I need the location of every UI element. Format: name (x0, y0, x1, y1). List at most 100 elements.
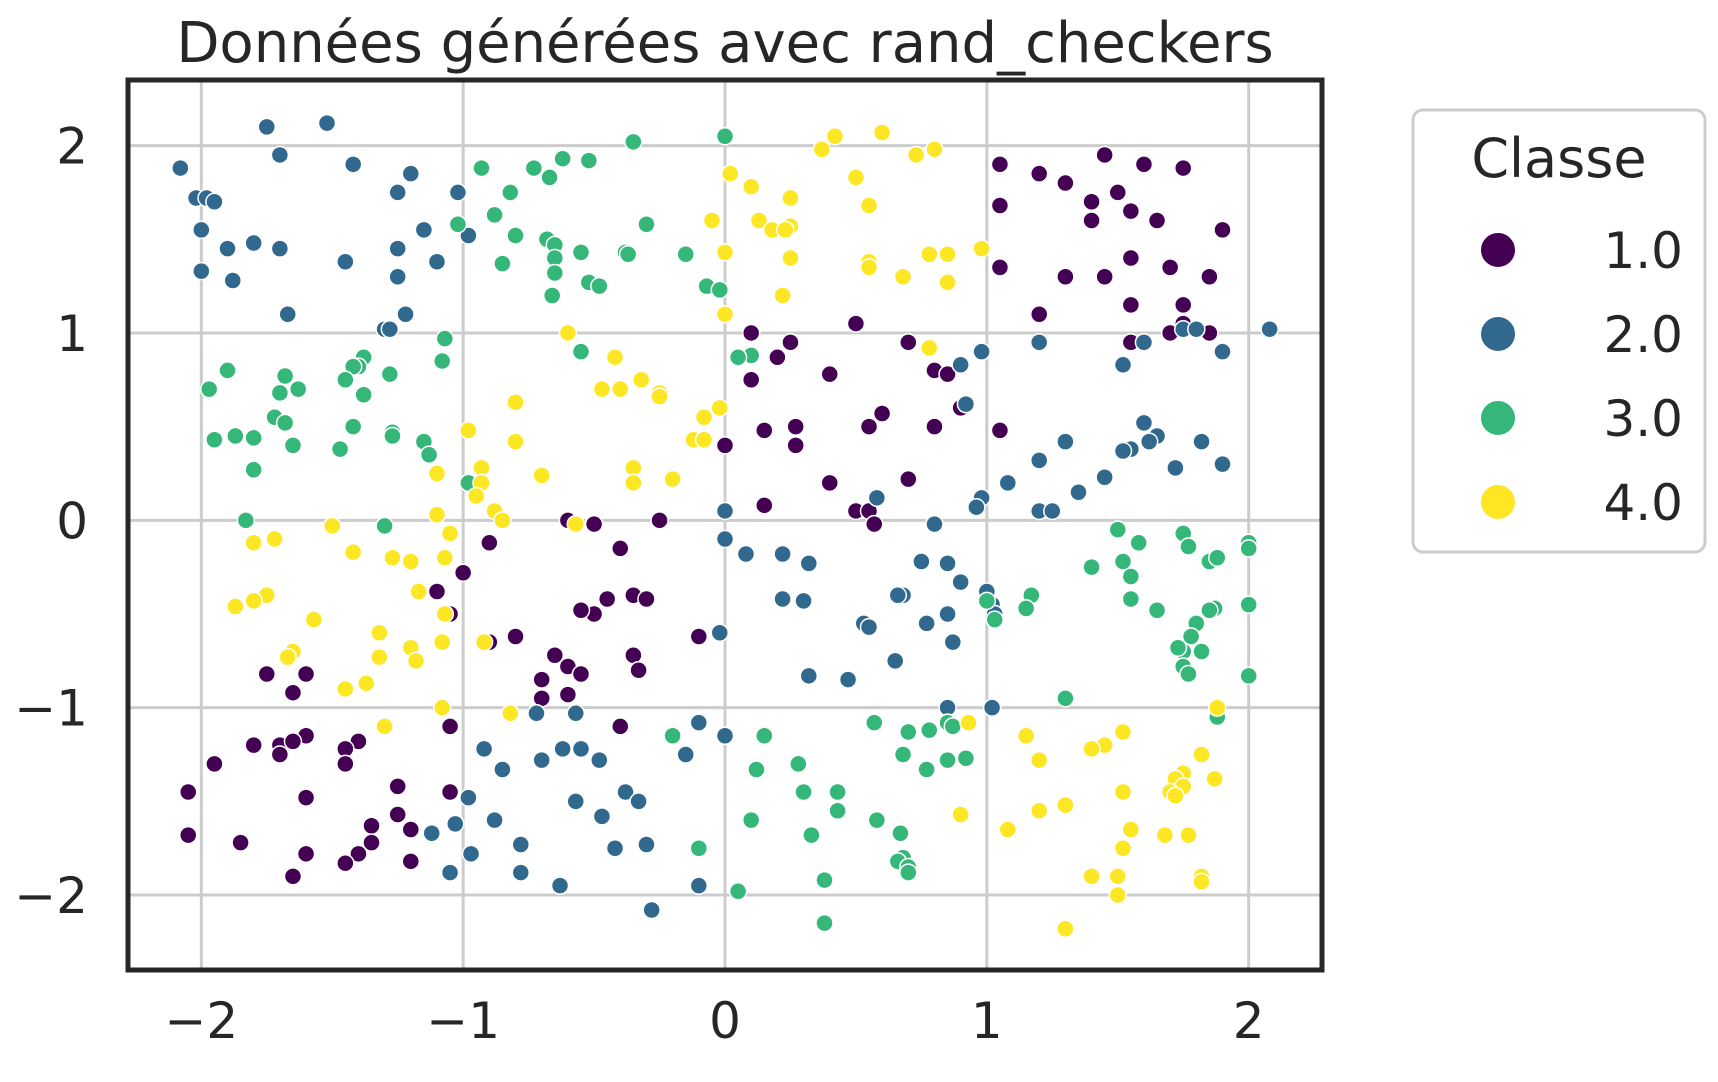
scatter-point (694, 430, 714, 449)
scatter-point (1113, 722, 1133, 742)
scatter-point (1029, 164, 1049, 183)
scatter-point (773, 286, 792, 305)
scatter-point (1121, 201, 1141, 221)
scatter-point (990, 155, 1010, 174)
scatter-point (506, 432, 525, 451)
scatter-point (1108, 885, 1128, 905)
scatter-point (1239, 666, 1258, 686)
scatter-point (566, 704, 585, 723)
scatter-point (1016, 599, 1036, 618)
scatter-point (938, 364, 957, 384)
scatter-point (1173, 158, 1193, 178)
scatter-point (846, 168, 866, 187)
scatter-point (236, 511, 256, 530)
scatter-point (689, 838, 709, 858)
scatter-point (859, 258, 879, 277)
scatter-point (275, 413, 295, 433)
scatter-point (1108, 867, 1128, 886)
scatter-point (532, 670, 551, 689)
scatter-point (1147, 601, 1167, 620)
scatter-point (1179, 664, 1198, 684)
scatter-point (938, 750, 957, 770)
scatter-point (448, 215, 468, 234)
scatter-point (571, 664, 591, 684)
scatter-point (938, 554, 957, 573)
scatter-point (270, 239, 290, 258)
scatter-point (545, 645, 565, 665)
plot-frame (125, 77, 1325, 973)
scatter-point (838, 670, 858, 689)
scatter-point (1205, 769, 1224, 789)
scatter-point (501, 704, 520, 723)
scatter-point (891, 823, 910, 843)
scatter-point (755, 421, 774, 440)
scatter-point (794, 591, 813, 611)
scatter-point (629, 660, 648, 680)
scatter-point (553, 149, 572, 168)
scatter-point (951, 355, 970, 375)
scatter-point (288, 379, 308, 399)
scatter-point (459, 226, 478, 245)
scatter-point (178, 825, 198, 845)
scatter-point (1095, 145, 1114, 165)
scatter-point (781, 333, 800, 352)
scatter-point (1056, 795, 1075, 815)
scatter-point (283, 867, 303, 886)
scatter-point (1208, 548, 1227, 568)
scatter-point (1187, 319, 1206, 339)
x-tick-label: 1 (971, 992, 1003, 1050)
scatter-point (440, 782, 460, 802)
scatter-point (553, 739, 572, 759)
scatter-point (226, 426, 245, 446)
scatter-point (917, 760, 936, 779)
scatter-point (912, 552, 931, 571)
scatter-point (406, 651, 426, 671)
scatter-point (694, 408, 714, 427)
scatter-point (755, 496, 774, 515)
scatter-point (736, 544, 756, 564)
scatter-point (925, 514, 944, 534)
legend-items: 1.0 2.0 3.0 4.0 (1479, 222, 1683, 532)
scatter-point (459, 421, 478, 440)
legend-marker (1479, 483, 1517, 521)
scatter-point (527, 704, 546, 723)
scatter-point (370, 623, 389, 642)
scatter-point (867, 810, 887, 830)
scatter-point (440, 863, 460, 882)
scatter-point (1029, 801, 1049, 820)
scatter-point (343, 155, 363, 174)
scatter-point (257, 117, 277, 137)
scatter-point (1134, 155, 1154, 174)
scatter-point (388, 805, 407, 824)
x-tick-label: 2 (1233, 992, 1265, 1050)
scatter-point (1260, 319, 1279, 339)
scatter-point (226, 597, 245, 616)
scatter-point (401, 164, 421, 183)
scatter-point (435, 329, 455, 348)
scatter-point (786, 436, 805, 455)
scatter-point (579, 151, 599, 170)
scatter-point (330, 439, 350, 459)
scatter-point (362, 816, 381, 835)
scatter-point (972, 342, 991, 361)
scatter-point (702, 211, 722, 230)
scatter-point (825, 126, 845, 146)
scatter-point (597, 589, 617, 609)
scatter-point (440, 717, 460, 736)
scatter-point (650, 387, 669, 406)
scatter-point (859, 417, 879, 436)
scatter-point (786, 417, 805, 436)
scatter-point (414, 220, 434, 240)
scatter-point (611, 539, 630, 558)
scatter-point (244, 428, 263, 448)
scatter-point (1134, 333, 1154, 352)
scatter-point (676, 245, 695, 264)
scatter-point (990, 258, 1010, 277)
scatter-point (828, 782, 847, 802)
scatter-point (710, 623, 730, 642)
scatter-point (773, 544, 792, 564)
scatter-point (244, 591, 263, 611)
scatter-point (435, 548, 455, 568)
scatter-point (270, 145, 290, 165)
scatter-point (1121, 589, 1141, 609)
